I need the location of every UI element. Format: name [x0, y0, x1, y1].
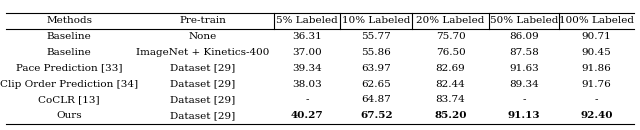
Text: 38.03: 38.03	[292, 80, 322, 89]
Text: 100% Labeled: 100% Labeled	[559, 16, 634, 25]
Text: 87.58: 87.58	[509, 48, 539, 57]
Text: 91.13: 91.13	[508, 111, 540, 120]
Text: 91.86: 91.86	[581, 64, 611, 73]
Text: 62.65: 62.65	[362, 80, 391, 89]
Text: 82.44: 82.44	[436, 80, 465, 89]
Text: 39.34: 39.34	[292, 64, 322, 73]
Text: 75.70: 75.70	[436, 32, 465, 41]
Text: 37.00: 37.00	[292, 48, 322, 57]
Text: -: -	[305, 95, 309, 104]
Text: 91.63: 91.63	[509, 64, 539, 73]
Text: 92.40: 92.40	[580, 111, 612, 120]
Text: Clip Order Prediction [34]: Clip Order Prediction [34]	[0, 80, 138, 89]
Text: None: None	[189, 32, 217, 41]
Text: 76.50: 76.50	[436, 48, 465, 57]
Text: Pace Prediction [33]: Pace Prediction [33]	[16, 64, 122, 73]
Text: 83.74: 83.74	[436, 95, 465, 104]
Text: Dataset [29]: Dataset [29]	[170, 111, 236, 120]
Text: Methods: Methods	[46, 16, 92, 25]
Text: 90.71: 90.71	[581, 32, 611, 41]
Text: Ours: Ours	[56, 111, 82, 120]
Text: 63.97: 63.97	[362, 64, 391, 73]
Text: Baseline: Baseline	[47, 48, 92, 57]
Text: 40.27: 40.27	[291, 111, 324, 120]
Text: Dataset [29]: Dataset [29]	[170, 64, 236, 73]
Text: 67.52: 67.52	[360, 111, 393, 120]
Text: 89.34: 89.34	[509, 80, 539, 89]
Text: 20% Labeled: 20% Labeled	[417, 16, 484, 25]
Text: 5% Labeled: 5% Labeled	[276, 16, 338, 25]
Text: 91.76: 91.76	[581, 80, 611, 89]
Text: Dataset [29]: Dataset [29]	[170, 95, 236, 104]
Text: 90.45: 90.45	[581, 48, 611, 57]
Text: 64.87: 64.87	[362, 95, 391, 104]
Text: Baseline: Baseline	[47, 32, 92, 41]
Text: 10% Labeled: 10% Labeled	[342, 16, 410, 25]
Text: -: -	[595, 95, 598, 104]
Text: 36.31: 36.31	[292, 32, 322, 41]
Text: 82.69: 82.69	[436, 64, 465, 73]
Text: 50% Labeled: 50% Labeled	[490, 16, 558, 25]
Text: 55.77: 55.77	[362, 32, 391, 41]
Text: ImageNet + Kinetics-400: ImageNet + Kinetics-400	[136, 48, 269, 57]
Text: 55.86: 55.86	[362, 48, 391, 57]
Text: 86.09: 86.09	[509, 32, 539, 41]
Text: Pre-train: Pre-train	[180, 16, 227, 25]
Text: 85.20: 85.20	[435, 111, 467, 120]
Text: Dataset [29]: Dataset [29]	[170, 80, 236, 89]
Text: -: -	[522, 95, 525, 104]
Text: CoCLR [13]: CoCLR [13]	[38, 95, 100, 104]
